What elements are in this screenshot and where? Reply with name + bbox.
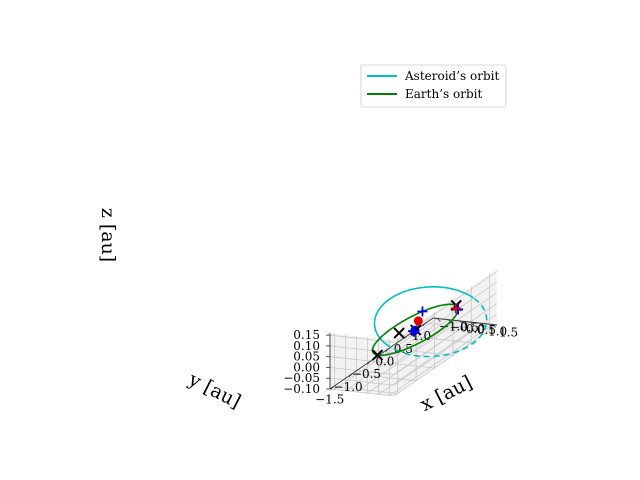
grid-z: [329, 270, 498, 343]
cross-marker: [371, 349, 384, 361]
z-tick-label: −0.05: [283, 371, 320, 385]
cross-stroke: [371, 349, 384, 361]
x-axis-label: x [au]: [417, 371, 476, 416]
asteroid-orbit-dashed: [386, 297, 488, 358]
y-tick: [459, 320, 463, 325]
z-tick-label: 0.10: [293, 339, 320, 353]
x-tick: [330, 386, 334, 390]
y-tick: [437, 318, 441, 322]
grid-z: [329, 292, 498, 365]
legend-label-asteroid: Asteroid’s orbit: [404, 69, 499, 83]
x-tick-label: −0.5: [352, 367, 381, 381]
plus-marker: [409, 326, 420, 337]
x-tick: [422, 322, 426, 327]
x-tick: [385, 348, 390, 352]
z-axis-label: z [au]: [97, 208, 119, 262]
y-axis-line: [432, 317, 498, 326]
y-tick: [481, 323, 485, 327]
legend: Asteroid’s orbit Earth’s orbit: [360, 64, 507, 108]
cross-stroke: [393, 327, 405, 339]
plus-marker: [450, 303, 461, 314]
x-tick: [348, 373, 353, 378]
z-tick-label: 0.15: [293, 328, 320, 342]
cross-marker: [393, 327, 405, 339]
y-tick: [470, 321, 474, 326]
asteroid-orbit-line: [373, 285, 474, 346]
legend-label-earth: Earth’s orbit: [405, 87, 482, 101]
legend-frame: [360, 64, 507, 108]
markers-layer: [371, 299, 464, 361]
y-tick: [492, 324, 496, 328]
y-tick-label: −1.0: [439, 320, 468, 334]
y-tick-label: 1.5: [499, 326, 518, 340]
plus-marker: [453, 304, 464, 315]
y-tick-label: 1.0: [488, 324, 507, 338]
x-tick-label: 0.5: [394, 342, 413, 356]
z-tick-label: 0.00: [293, 361, 320, 375]
grid-z: [329, 303, 498, 375]
x-tick-label: −1.5: [315, 393, 344, 407]
x-tick: [367, 360, 371, 365]
y-tick-label: −0.5: [450, 321, 479, 335]
z-tick-label: −0.10: [283, 382, 320, 396]
y-axis-label: y [au]: [184, 368, 244, 413]
y-tick-label: 0.0: [466, 322, 485, 336]
z-tick-label: 0.05: [293, 350, 320, 364]
point-marker: [413, 316, 423, 326]
x-tick: [403, 335, 408, 340]
grid-z: [329, 313, 498, 386]
x-tick-label: −1.0: [334, 380, 363, 394]
plus-marker: [417, 306, 428, 317]
